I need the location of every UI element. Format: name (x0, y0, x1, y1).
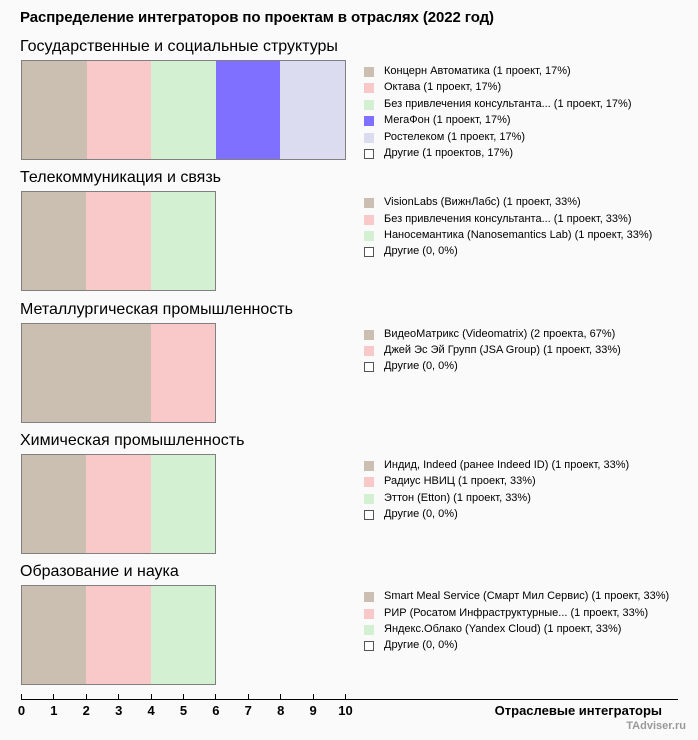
bar-segment[interactable] (150, 323, 216, 422)
bar-segment[interactable] (151, 61, 216, 159)
x-tick-label: 8 (277, 703, 285, 718)
legend-swatch (364, 67, 374, 77)
legend-swatch (364, 99, 374, 110)
x-tick-label: 5 (179, 703, 188, 718)
legend-swatch (364, 362, 374, 373)
x-tick (151, 694, 152, 700)
x-tick-label: 4 (147, 703, 155, 718)
legend-label: Ростелеком (1 проект, 17%) (384, 130, 526, 143)
legend-swatch (364, 198, 374, 209)
legend-label: МегаФон (1 проект, 17%) (384, 114, 511, 127)
legend-label: Другие (0, 0%) (384, 245, 458, 258)
x-tick (313, 694, 314, 700)
section-title: Образование и наука (20, 563, 179, 581)
legend-swatch (364, 345, 374, 356)
section-title: Государственные и социальные структуры (20, 38, 338, 55)
x-tick (118, 694, 119, 700)
legend-label: Яндекс.Облако (Yandex Cloud) (1 проект, … (384, 622, 622, 635)
legend-label: Без привлечения консультанта... (1 проек… (384, 97, 632, 110)
stacked-bar (21, 585, 217, 686)
x-tick (21, 694, 22, 700)
x-tick-label: 6 (212, 703, 220, 718)
legend-label: Другие (1 проектов, 17%) (384, 146, 514, 159)
legend-swatch (364, 83, 374, 94)
legend-swatch (364, 148, 374, 159)
stacked-bar (21, 322, 217, 423)
chart-title: Распределение интеграторов по проектам в… (20, 9, 494, 26)
x-tick (345, 694, 346, 700)
section-title: Металлургическая промышленность (20, 300, 293, 318)
legend-label: Эттон (Etton) (1 проект, 33%) (384, 491, 531, 504)
legend-swatch (364, 608, 374, 619)
x-tick-label: 0 (17, 703, 26, 718)
legend-label: Другие (0, 0%) (384, 360, 458, 373)
legend-swatch (364, 624, 374, 635)
bar-segment[interactable] (22, 323, 151, 422)
x-tick-label: 10 (338, 703, 353, 718)
legend-label: Октава (1 проект, 17%) (384, 81, 502, 94)
x-axis-line (21, 699, 678, 700)
section-title: Химическая промышленность (20, 431, 245, 449)
bar-segment[interactable] (280, 61, 345, 159)
section-title: Телекоммуникация и связь (20, 169, 222, 187)
x-tick (183, 694, 184, 700)
legend-swatch (364, 641, 374, 652)
bar-segment[interactable] (22, 61, 87, 159)
legend-label: VisionLabs (ВижнЛабс) (1 проект, 33%) (384, 196, 581, 209)
bar-segment[interactable] (150, 192, 216, 291)
x-tick-label: 7 (244, 703, 252, 718)
bar-segment[interactable] (22, 192, 87, 291)
bar-segment[interactable] (86, 586, 151, 685)
legend-swatch (364, 116, 374, 127)
bar-segment[interactable] (22, 586, 87, 685)
legend-swatch (364, 592, 374, 603)
legend-swatch (364, 510, 374, 521)
bar-segment[interactable] (215, 61, 281, 159)
legend-label: Smart Meal Service (Смарт Мил Сервис) (1… (384, 590, 670, 603)
legend-label: Наносемантика (Nanosemantics Lab) (1 про… (384, 229, 653, 242)
legend-swatch (364, 460, 374, 471)
bar-segment[interactable] (86, 61, 152, 159)
x-tick (248, 694, 249, 700)
bar-segment[interactable] (86, 192, 151, 291)
bar-segment[interactable] (150, 454, 216, 553)
x-tick-label: 3 (115, 703, 123, 718)
legend-swatch (364, 214, 374, 225)
legend-swatch (364, 132, 374, 143)
x-tick-label: 1 (50, 703, 58, 718)
stacked-bar (21, 191, 217, 292)
stacked-bar (21, 453, 217, 554)
bar-segment[interactable] (150, 586, 216, 685)
legend-label: Концерн Автоматика (1 проект, 17%) (384, 65, 571, 77)
legend-label: РИР (Росатом Инфраструктурные... (1 прое… (384, 606, 649, 619)
x-axis-label: Отраслевые интеграторы (494, 703, 662, 718)
stacked-bar (21, 60, 346, 160)
legend-label: Радиус НВИЦ (1 проект, 33%) (384, 475, 536, 488)
legend-swatch (364, 477, 374, 488)
watermark: TAdviser.ru (626, 720, 686, 732)
legend-swatch (364, 231, 374, 242)
legend-swatch (364, 493, 374, 504)
bar-segment[interactable] (22, 454, 87, 553)
bar-segment[interactable] (86, 454, 151, 553)
legend-label: Без привлечения консультанта... (1 проек… (384, 212, 632, 225)
x-tick (53, 694, 54, 700)
legend-label: Другие (0, 0%) (384, 639, 458, 652)
legend-label: Индид, Indeed (ранее Indeed ID) (1 проек… (384, 458, 630, 471)
x-tick-label: 9 (309, 703, 317, 718)
x-tick (215, 694, 216, 700)
legend-swatch (364, 247, 374, 258)
x-tick (86, 694, 87, 700)
legend-swatch (364, 329, 374, 340)
x-tick-label: 2 (82, 703, 90, 718)
legend-label: Другие (0, 0%) (384, 508, 458, 521)
legend-label: ВидеоМатрикс (Videomatrix) (2 проекта, 6… (384, 327, 616, 340)
legend-label: Джей Эс Эй Групп (JSA Group) (1 проект, … (384, 343, 621, 356)
x-tick (280, 694, 281, 700)
